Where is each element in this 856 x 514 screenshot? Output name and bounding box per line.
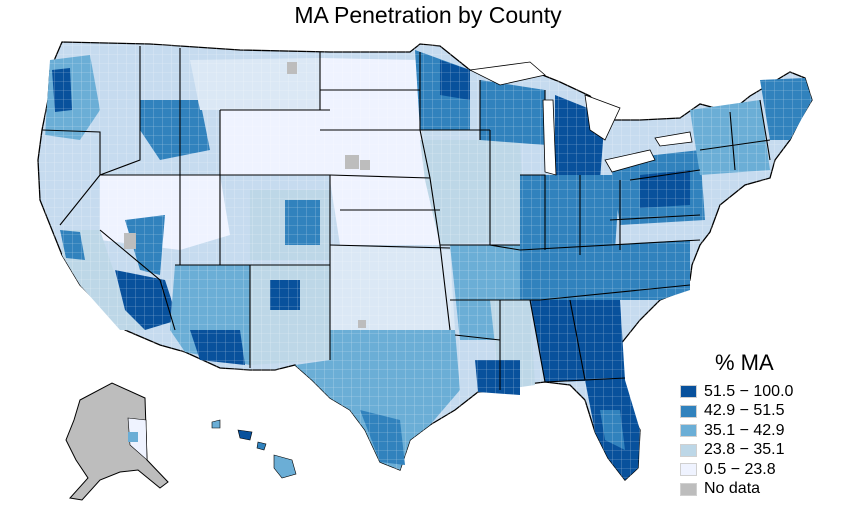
alaska — [65, 382, 169, 501]
hawaii — [211, 419, 297, 479]
legend-label: 42.9 − 51.5 — [704, 402, 785, 420]
legend-item: 0.5 − 23.8 — [680, 460, 850, 480]
legend-label: No data — [704, 480, 761, 498]
map-title: MA Penetration by County — [294, 2, 562, 28]
legend-swatch — [680, 463, 697, 477]
no-data-counties — [124, 62, 370, 328]
legend-swatch — [680, 385, 697, 399]
legend-item: 42.9 − 51.5 — [680, 402, 850, 422]
legend-label: 51.5 − 100.0 — [704, 382, 794, 400]
legend-swatch — [680, 404, 697, 418]
legend-item: 35.1 − 42.9 — [680, 421, 850, 441]
legend-item: No data — [680, 480, 850, 500]
legend-label: 35.1 − 42.9 — [704, 421, 785, 439]
legend-title: % MA — [715, 350, 774, 375]
legend-swatch — [680, 443, 697, 457]
legend-items: 51.5 − 100.0 42.9 − 51.5 35.1 − 42.9 23.8 −… — [680, 382, 850, 499]
state-borders — [41, 46, 771, 390]
legend-item: 51.5 − 100.0 — [680, 382, 850, 402]
legend-label: 0.5 − 23.8 — [704, 460, 776, 478]
great-lakes — [468, 61, 693, 176]
legend-item: 23.8 − 35.1 — [680, 441, 850, 461]
legend-swatch — [680, 482, 697, 496]
legend-swatch — [680, 424, 697, 438]
legend-label: 23.8 − 35.1 — [704, 441, 785, 459]
legend: % MA 51.5 − 100.0 42.9 − 51.5 35.1 − 42.9 2… — [680, 350, 850, 499]
